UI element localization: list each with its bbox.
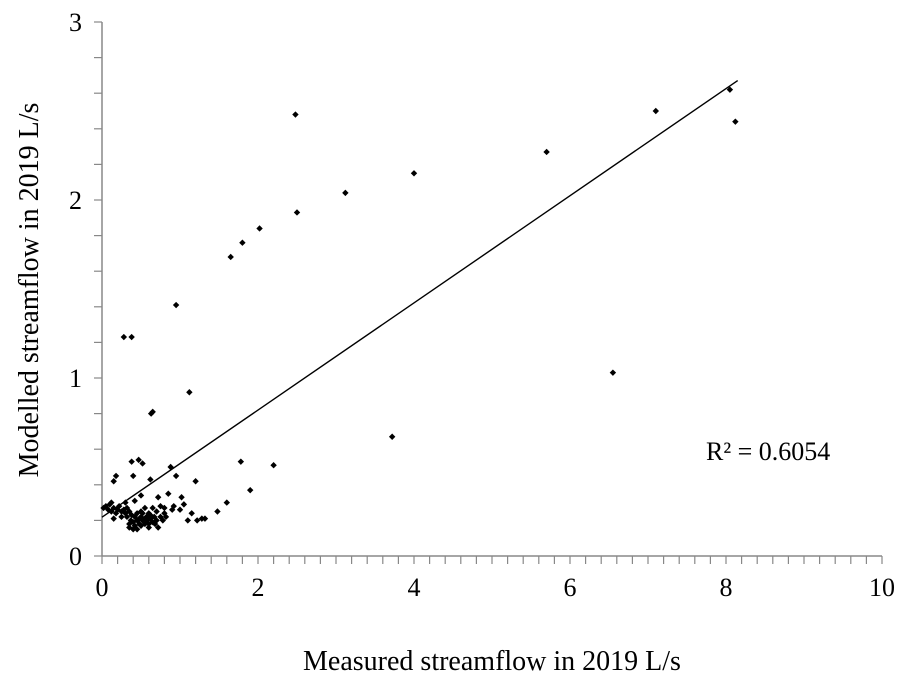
- data-point: [139, 510, 146, 517]
- data-point: [170, 502, 177, 510]
- data-point: [110, 515, 117, 522]
- data-point: [176, 506, 184, 513]
- data-point: [652, 107, 659, 115]
- data-point: [732, 118, 739, 125]
- data-point: [165, 490, 172, 497]
- data-point: [239, 239, 246, 246]
- data-point: [149, 408, 156, 416]
- data-point: [126, 520, 133, 528]
- y-tick-label: 0: [69, 542, 82, 571]
- data-point: [609, 369, 617, 376]
- data-point: [128, 511, 135, 519]
- r-squared-annotation: R² = 0.6054: [706, 437, 830, 466]
- data-point: [201, 515, 209, 522]
- x-tick-label: 0: [96, 573, 109, 602]
- x-tick-label: 6: [564, 573, 577, 602]
- axes: [101, 22, 882, 557]
- data-point: [133, 510, 141, 517]
- data-point: [141, 504, 149, 512]
- data-point: [410, 170, 418, 177]
- data-point: [178, 494, 185, 501]
- data-point: [141, 520, 149, 528]
- data-point: [186, 389, 193, 396]
- data-point: [131, 497, 138, 505]
- y-tick-label: 3: [69, 8, 82, 37]
- data-point: [130, 526, 137, 533]
- x-tick-label: 2: [252, 573, 265, 602]
- data-point: [145, 524, 152, 531]
- data-point: [137, 513, 145, 521]
- data-point: [122, 499, 129, 506]
- data-point: [154, 494, 162, 501]
- data-point: [151, 520, 159, 528]
- data-point: [139, 460, 146, 467]
- data-point: [188, 510, 195, 517]
- data-point: [161, 504, 168, 512]
- data-point: [100, 504, 107, 512]
- data-point: [388, 433, 396, 440]
- data-point: [180, 501, 188, 508]
- data-point: [128, 333, 135, 341]
- data-point: [130, 472, 137, 480]
- data-point: [192, 478, 199, 485]
- data-point: [108, 499, 115, 506]
- data-point: [227, 253, 234, 261]
- trendline: [101, 79, 739, 518]
- x-tick-label: 4: [408, 573, 421, 602]
- data-point: [214, 508, 221, 515]
- tick-marks: [94, 21, 883, 564]
- data-point: [153, 508, 160, 515]
- data-point: [139, 517, 146, 524]
- data-point: [149, 518, 156, 526]
- data-point: [110, 478, 117, 485]
- data-point: [172, 472, 180, 480]
- y-tick-label: 2: [69, 186, 82, 215]
- x-tick-label: 10: [869, 573, 895, 602]
- data-point: [193, 517, 201, 524]
- data-point: [110, 504, 117, 512]
- data-point: [159, 517, 167, 524]
- data-point: [135, 456, 142, 464]
- data-point: [543, 148, 550, 156]
- data-point: [172, 301, 180, 309]
- data-point: [726, 86, 734, 93]
- data-points: [100, 86, 739, 533]
- data-point: [237, 458, 245, 465]
- data-point: [130, 518, 137, 526]
- data-point: [247, 486, 254, 494]
- data-point: [153, 517, 160, 524]
- data-point: [157, 513, 164, 521]
- data-point: [115, 502, 123, 510]
- y-axis-title: Modelled streamflow in 2019 L/s: [14, 103, 45, 478]
- data-point: [256, 225, 263, 232]
- data-point: [292, 111, 299, 118]
- data-point: [223, 499, 230, 506]
- x-axis-title: Measured streamflow in 2019 L/s: [303, 646, 681, 677]
- data-point: [133, 526, 141, 533]
- data-point: [118, 513, 125, 521]
- data-point: [147, 511, 154, 519]
- y-tick-label: 1: [69, 364, 82, 393]
- data-point: [149, 504, 156, 512]
- data-point: [128, 458, 135, 465]
- data-point: [112, 472, 120, 480]
- data-point: [162, 513, 170, 521]
- data-point: [342, 189, 349, 197]
- data-point: [123, 513, 131, 521]
- data-point: [136, 520, 143, 528]
- data-point: [184, 517, 191, 524]
- data-point: [137, 492, 145, 499]
- data-point: [120, 333, 128, 341]
- trendline-group: [101, 79, 739, 518]
- data-point: [112, 510, 120, 517]
- data-point: [270, 462, 277, 469]
- data-point: [154, 524, 162, 531]
- tick-labels: 0 2 4 6 8 10 0 1 2 3: [69, 8, 895, 602]
- data-point: [293, 209, 301, 216]
- data-point: [145, 520, 152, 528]
- data-point: [167, 463, 174, 471]
- x-tick-label: 8: [720, 573, 733, 602]
- data-point: [147, 476, 154, 483]
